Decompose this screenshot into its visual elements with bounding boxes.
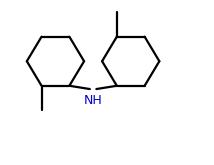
Text: NH: NH [84,94,103,107]
